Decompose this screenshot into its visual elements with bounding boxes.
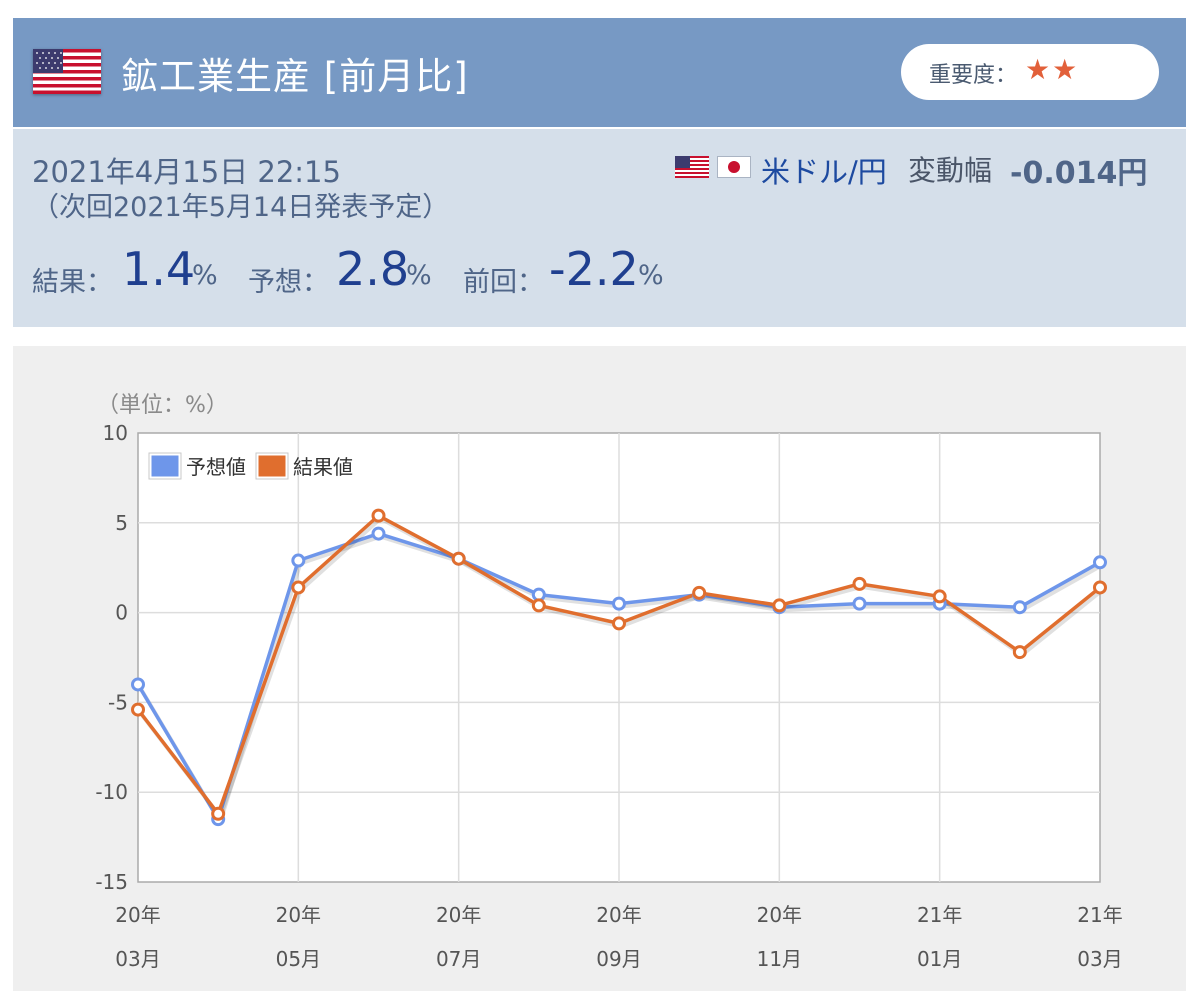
series-result-point xyxy=(1012,645,1027,660)
us-flag-small-icon xyxy=(675,156,709,178)
x-tick-month-label: 09月 xyxy=(596,947,641,971)
series-result-point xyxy=(131,702,145,717)
y-axis-ticks: 10 5 0 -5 -10 -15 xyxy=(95,421,128,894)
series-forecast-point xyxy=(131,677,145,692)
series-result-point xyxy=(692,585,707,600)
x-tick-year-label: 21年 xyxy=(1077,903,1122,927)
series-result-point xyxy=(211,806,226,821)
y-tick-label: -10 xyxy=(95,780,128,804)
unit-label: （単位：%） xyxy=(97,393,228,418)
x-tick-year-label: 20年 xyxy=(276,903,321,927)
x-tick-month-label: 03月 xyxy=(115,947,160,971)
series-forecast-point xyxy=(852,596,867,611)
legend-forecast-label: 予想値 xyxy=(186,455,246,479)
result-unit: % xyxy=(192,260,218,291)
series-result-point xyxy=(932,589,947,604)
forecast-unit: % xyxy=(406,260,432,291)
next-release: （次回2021年5月14日発表予定） xyxy=(32,192,450,223)
series-result-point xyxy=(1093,580,1107,595)
jp-flag-small-icon xyxy=(717,156,751,178)
x-axis-ticks: 20年 03月 20年 05月 20年 07月 20年 09月 20年 11月 21年 01月 21年 0… xyxy=(115,903,1122,971)
series-result-point xyxy=(451,551,466,566)
x-tick-month-label: 01月 xyxy=(917,947,962,971)
x-tick-year-label: 20年 xyxy=(757,903,802,927)
x-tick-year-label: 21年 xyxy=(917,903,962,927)
release-datetime: 2021年4月15日 22:15 xyxy=(32,155,341,189)
currency-pair-link[interactable]: 米ドル/円 xyxy=(761,155,887,189)
x-tick-month-label: 07月 xyxy=(436,947,481,971)
previous-value: -2.2 xyxy=(549,242,639,296)
series-result-point xyxy=(371,508,386,523)
x-tick-year-label: 20年 xyxy=(436,903,481,927)
y-tick-label: -5 xyxy=(108,690,128,714)
y-tick-label: 10 xyxy=(103,421,128,445)
x-tick-year-label: 20年 xyxy=(596,903,641,927)
event-title: 鉱工業生産 [前月比] xyxy=(121,55,469,98)
stats-row: 結果： 1.4 % 予想： 2.8 % 前回： -2.2 % xyxy=(32,242,732,302)
legend-result-label: 結果値 xyxy=(293,455,353,479)
forecast-value: 2.8 xyxy=(336,242,410,296)
series-group xyxy=(131,508,1107,827)
event-info-panel: 2021年4月15日 22:15 （次回2021年5月14日発表予定） 米ドル/… xyxy=(13,129,1186,327)
series-result-point xyxy=(772,598,787,613)
series-forecast-point xyxy=(1093,555,1107,570)
result-value: 1.4 xyxy=(122,242,196,296)
y-tick-label: -15 xyxy=(95,870,128,894)
importance-label: 重要度： xyxy=(929,63,1018,88)
importance-stars-icon: ★★ xyxy=(1025,53,1080,86)
x-tick-month-label: 03月 xyxy=(1077,947,1122,971)
chart-panel: （単位：%） 10 5 0 -5 -10 -15 20年 03月 20年 05月 20年 07月 20… xyxy=(13,346,1186,991)
legend-forecast-swatch xyxy=(148,452,182,480)
series-forecast-point xyxy=(612,596,626,611)
x-tick-month-label: 11月 xyxy=(757,947,802,971)
x-tick-month-label: 05月 xyxy=(276,947,321,971)
legend-result-swatch xyxy=(255,452,289,480)
previous-unit: % xyxy=(638,260,664,291)
series-result-point xyxy=(291,580,306,595)
grid-lines xyxy=(138,433,1100,882)
range-value: -0.014円 xyxy=(1010,156,1148,191)
x-tick-year-label: 20年 xyxy=(115,903,160,927)
result-label: 結果： xyxy=(32,267,113,298)
range-label: 変動幅 xyxy=(908,154,993,187)
importance-badge: 重要度： ★★ xyxy=(901,44,1159,100)
series-result-point xyxy=(531,598,546,613)
previous-label: 前回： xyxy=(463,267,544,298)
series-result-point xyxy=(612,616,626,631)
series-forecast-point xyxy=(371,526,386,541)
legend: 予想値 結果値 xyxy=(148,452,353,480)
series-result-point xyxy=(852,576,867,591)
us-flag-icon xyxy=(33,49,101,94)
y-tick-label: 0 xyxy=(115,601,128,625)
series-forecast-point xyxy=(1012,600,1027,615)
event-header: 鉱工業生産 [前月比] 重要度： ★★ xyxy=(13,18,1186,127)
series-forecast-point xyxy=(291,553,306,568)
forecast-label: 予想： xyxy=(248,267,329,298)
y-tick-label: 5 xyxy=(115,511,128,535)
